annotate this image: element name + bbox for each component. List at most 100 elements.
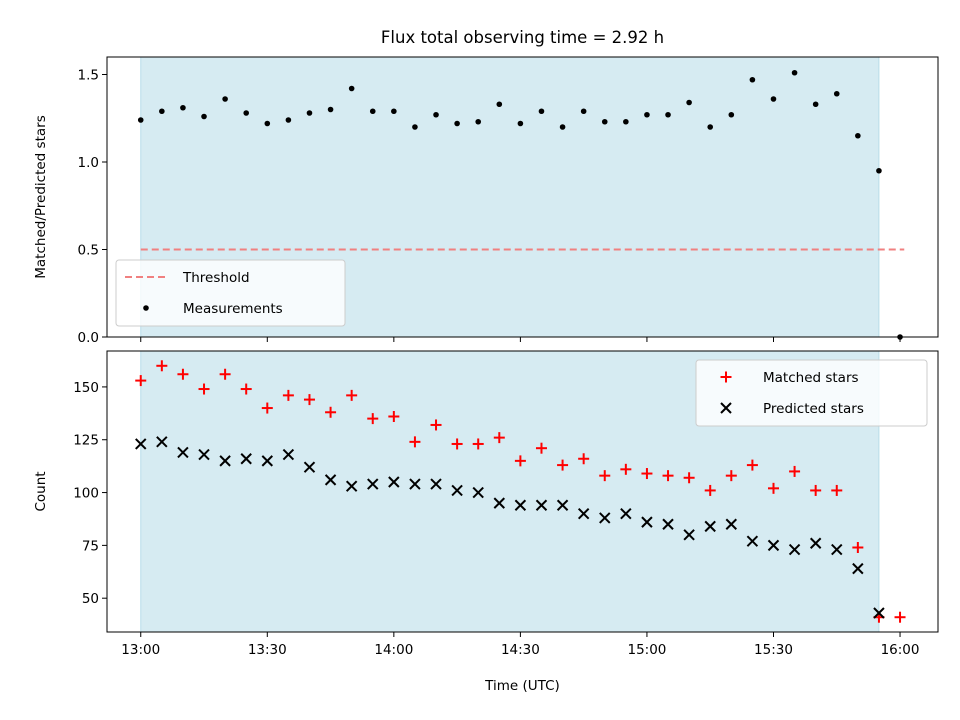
predicted-star-marker — [177, 446, 189, 459]
predicted-star-marker — [135, 438, 147, 450]
x-axis-label: Time (UTC) — [484, 678, 560, 694]
matched-star-marker — [219, 368, 231, 380]
measurement-point — [876, 167, 882, 174]
predicted-star-marker — [831, 543, 843, 556]
predicted-star-marker — [704, 520, 716, 533]
x-tick-label: 13:00 — [121, 642, 160, 658]
chart-title: Flux total observing time = 2.92 h — [381, 28, 664, 47]
matched-star-marker — [240, 383, 252, 395]
legend-measurement-swatch — [143, 305, 149, 311]
matched-star-marker — [725, 470, 737, 482]
y-tick-label: 125 — [73, 433, 99, 449]
measurement-point — [137, 117, 144, 123]
y-ticks: 0.0 0.5 1.0 1.5 — [78, 68, 107, 346]
y-tick-label: 100 — [73, 486, 99, 502]
matched-star-marker — [282, 389, 294, 401]
measurement-point — [559, 124, 566, 130]
matched-star-marker — [430, 419, 442, 431]
legend-matched-swatch — [720, 371, 732, 383]
predicted-star-marker — [282, 448, 295, 461]
legend-box — [115, 259, 346, 327]
legend: Threshold Measurements — [115, 259, 346, 327]
predicted-star-marker — [852, 562, 864, 575]
y-tick-label: 0.5 — [78, 243, 99, 259]
matched-star-marker — [894, 611, 906, 623]
measurement-point — [580, 108, 587, 115]
predicted-star-marker — [577, 507, 590, 520]
matched-star-marker — [198, 383, 210, 395]
measurement-point — [391, 108, 397, 115]
x-tick-label: 15:30 — [754, 642, 793, 658]
matched-star-marker — [641, 468, 653, 480]
matched-star-marker — [557, 459, 569, 471]
predicted-star-marker — [409, 478, 421, 490]
legend-label: Measurements — [183, 301, 283, 317]
measurement-point — [812, 101, 819, 108]
measurement-point — [644, 111, 650, 118]
matched-star-marker — [451, 438, 463, 450]
predicted-star-marker — [599, 512, 611, 524]
measurement-point — [201, 113, 207, 120]
data-marks — [135, 360, 906, 623]
matched-star-marker — [662, 470, 674, 482]
y-axis-label: Matched/Predicted stars — [33, 115, 49, 278]
predicted-star-marker — [620, 507, 632, 520]
matched-star-marker — [325, 406, 337, 418]
predicted-star-marker — [873, 607, 885, 619]
measurement-point — [412, 124, 418, 130]
x-ticks: 13:00 13:30 14:00 14:30 15:00 15:30 16:00 — [121, 632, 919, 658]
legend-box — [695, 359, 928, 427]
measurement-point — [306, 110, 313, 116]
predicted-star-marker — [725, 518, 738, 530]
measurement-point — [728, 111, 735, 118]
predicted-star-marker — [430, 478, 442, 490]
y-tick-label: 75 — [82, 538, 99, 554]
predicted-star-marker — [198, 448, 210, 461]
measurement-point — [180, 104, 186, 111]
predicted-star-marker — [219, 455, 231, 467]
measurement-point — [517, 120, 524, 127]
legend-label: Predicted stars — [763, 401, 864, 417]
axes-frame — [106, 56, 939, 338]
measurement-point — [623, 118, 629, 125]
measurement-point — [369, 108, 376, 115]
measurement-point — [749, 76, 756, 83]
matched-star-marker — [514, 455, 526, 467]
measurement-point — [222, 96, 228, 102]
matched-star-marker — [261, 402, 273, 414]
predicted-star-marker — [683, 529, 695, 541]
predicted-star-marker — [367, 478, 379, 490]
predicted-star-marker — [767, 539, 780, 552]
y-tick-label: 1.0 — [78, 155, 99, 171]
y-tick-label: 50 — [82, 591, 99, 607]
axes-frame — [106, 350, 939, 633]
predicted-star-marker — [514, 499, 527, 511]
measurement-point — [243, 110, 250, 116]
predicted-star-marker — [345, 480, 358, 492]
matched-star-marker — [767, 482, 779, 494]
predicted-star-marker — [324, 474, 337, 486]
matched-star-marker — [789, 465, 801, 477]
legend-label: Matched stars — [763, 370, 859, 386]
predicted-star-marker — [788, 543, 801, 556]
matched-star-marker — [810, 484, 822, 496]
predicted-star-marker — [261, 455, 274, 467]
predicted-star-marker — [303, 461, 316, 473]
measurement-point — [538, 108, 545, 115]
predicted-star-marker — [493, 497, 506, 509]
measurement-point — [665, 111, 671, 118]
predicted-star-marker — [388, 476, 400, 488]
measurement-point — [496, 101, 503, 108]
y-tick-label: 0.0 — [78, 330, 99, 346]
data-marks — [137, 69, 905, 340]
y-tick-label: 1.5 — [78, 68, 99, 84]
measurement-point — [707, 124, 714, 130]
matched-star-marker — [831, 484, 843, 496]
predicted-star-marker — [556, 499, 569, 511]
predicted-star-marker — [451, 484, 463, 497]
matched-star-marker — [620, 463, 632, 475]
predicted-star-marker — [240, 453, 252, 465]
matched-star-marker — [683, 472, 695, 484]
